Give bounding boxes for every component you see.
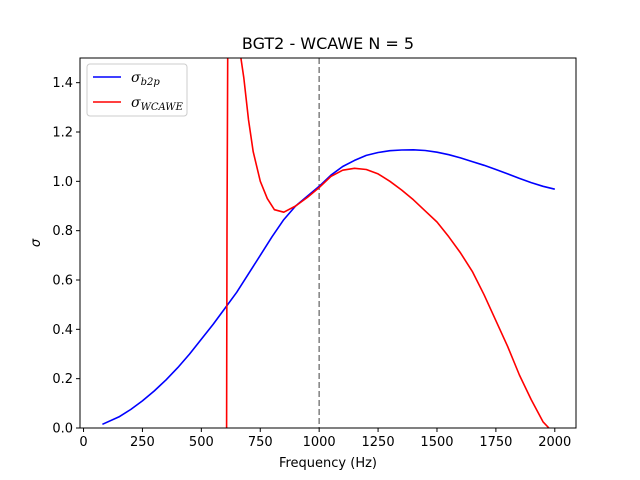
series-line-2-seg-2 xyxy=(240,58,550,428)
curves xyxy=(102,58,555,428)
series-line-2-seg-1 xyxy=(225,58,229,428)
x-tick-label: 250 xyxy=(130,435,155,450)
x-tick-label: 750 xyxy=(248,435,273,450)
x-tick-label: 1750 xyxy=(479,435,512,450)
y-axis-label: σ xyxy=(29,238,44,247)
x-tick-label: 500 xyxy=(189,435,214,450)
series-line-1-seg-1 xyxy=(102,149,555,426)
legend-label-2: σWCAWE xyxy=(131,95,184,113)
x-axis-label: Frequency (Hz) xyxy=(279,456,377,471)
x-tick-label: 2000 xyxy=(538,435,571,450)
axes-frame xyxy=(79,57,577,429)
chart-title: BGT2 - WCAWE N = 5 xyxy=(242,34,414,53)
y-axis: 0.0 0.2 0.4 0.6 0.8 1.0 1.2 1.4 xyxy=(52,76,80,437)
y-tick-label: 0.4 xyxy=(52,323,73,338)
y-tick-label: 1.0 xyxy=(52,175,73,190)
legend-label-1: σb2p xyxy=(131,70,160,88)
y-tick-label: 1.2 xyxy=(52,126,73,141)
x-tick-label: 1250 xyxy=(362,435,395,450)
x-tick-label: 1000 xyxy=(303,435,336,450)
legend: σb2p σWCAWE xyxy=(86,63,188,117)
x-axis: 0 250 500 750 1000 1250 1500 1750 2000 xyxy=(79,428,571,450)
x-tick-label: 0 xyxy=(79,435,87,450)
y-tick-label: 0.6 xyxy=(52,274,73,289)
plot-area xyxy=(102,58,555,428)
y-tick-label: 1.4 xyxy=(52,76,73,91)
y-tick-label: 0.2 xyxy=(52,372,73,387)
y-tick-label: 0.0 xyxy=(52,422,73,437)
x-tick-label: 1500 xyxy=(420,435,453,450)
y-tick-label: 0.8 xyxy=(52,224,73,239)
